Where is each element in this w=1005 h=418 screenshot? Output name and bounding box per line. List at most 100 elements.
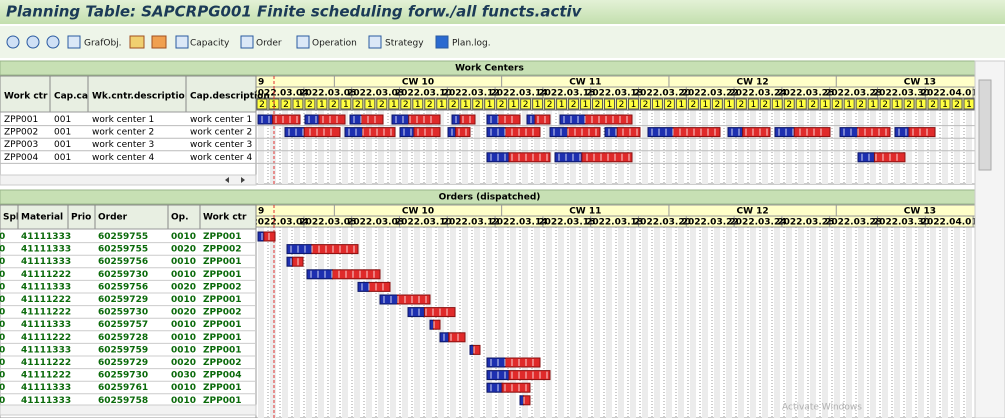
cell[interactable]: 0020 — [171, 358, 196, 368]
cell[interactable]: 60259729 — [98, 358, 148, 368]
cell[interactable]: work center 2 — [190, 128, 252, 138]
tool-icon[interactable] — [296, 35, 310, 49]
cell[interactable]: 0 — [0, 282, 5, 292]
toolbar-button[interactable]: Capacity — [190, 39, 230, 49]
tool-icon[interactable] — [175, 35, 189, 49]
cell[interactable]: ZPP002 — [203, 358, 242, 368]
cell[interactable]: 60259757 — [98, 320, 148, 330]
cell[interactable]: 0 — [0, 270, 5, 280]
tool-icon[interactable] — [67, 35, 81, 49]
toolbar-button[interactable]: Plan.log. — [452, 39, 491, 49]
tool-icon[interactable] — [368, 35, 382, 49]
cell[interactable]: 0 — [0, 396, 5, 406]
cell[interactable]: ZPP001 — [203, 295, 242, 305]
cell[interactable]: 0 — [0, 232, 5, 242]
cell[interactable]: 41111222 — [21, 358, 71, 368]
cell[interactable]: 60259761 — [98, 383, 148, 393]
zoom-icon[interactable] — [46, 35, 60, 49]
cell[interactable]: 0010 — [171, 345, 196, 355]
cell[interactable]: 41111222 — [21, 270, 71, 280]
cell[interactable]: 41111333 — [21, 345, 71, 355]
column-header-label[interactable]: Cap.ca — [54, 92, 88, 102]
cell[interactable]: 001 — [54, 153, 71, 163]
cell[interactable]: 0 — [0, 308, 5, 318]
column-header[interactable] — [185, 75, 257, 113]
cell[interactable]: 41111333 — [21, 383, 71, 393]
cell[interactable]: 41111333 — [21, 257, 71, 267]
tool-icon[interactable] — [151, 35, 167, 49]
column-header-label[interactable]: Prio — [71, 213, 91, 223]
cell[interactable]: 41111222 — [21, 295, 71, 305]
cell[interactable]: ZPP001 — [203, 232, 242, 242]
cell[interactable]: ZPP002 — [203, 282, 242, 292]
column-header[interactable] — [17, 204, 69, 230]
cell[interactable]: 001 — [54, 128, 71, 138]
column-header[interactable] — [49, 75, 89, 113]
cell[interactable]: 0010 — [171, 320, 196, 330]
scroll-arrow[interactable] — [225, 177, 245, 183]
cell[interactable]: 0 — [0, 320, 5, 330]
cell[interactable]: ZPP003 — [4, 140, 38, 150]
tool-icon[interactable] — [129, 35, 145, 49]
cell[interactable]: 0 — [0, 383, 5, 393]
tool-icon[interactable] — [240, 35, 254, 49]
cell[interactable]: 0010 — [171, 383, 196, 393]
cell[interactable]: 41111333 — [21, 320, 71, 330]
cell[interactable]: 60259730 — [98, 270, 148, 280]
toolbar-button[interactable]: Order — [256, 39, 282, 49]
cell[interactable]: ZPP002 — [203, 245, 242, 255]
cell[interactable]: 60259755 — [98, 245, 148, 255]
column-header-label[interactable]: Cap.description — [190, 92, 270, 102]
cell[interactable]: 0010 — [171, 333, 196, 343]
cell[interactable]: 60259730 — [98, 371, 148, 381]
cell[interactable]: 0010 — [171, 270, 196, 280]
cell[interactable]: 41111333 — [21, 232, 71, 242]
cell[interactable]: 0010 — [171, 232, 196, 242]
cell[interactable]: work center 4 — [190, 153, 252, 163]
cell[interactable]: 60259759 — [98, 345, 148, 355]
cell[interactable]: work center 3 — [92, 140, 154, 150]
cell[interactable]: 60259728 — [98, 333, 148, 343]
cell[interactable]: 001 — [54, 115, 71, 125]
zoom-icon[interactable] — [6, 35, 20, 49]
cell[interactable]: 0 — [0, 358, 5, 368]
cell[interactable]: 0 — [0, 245, 5, 255]
toolbar-button[interactable]: Strategy — [385, 39, 424, 49]
cell[interactable]: work center 4 — [92, 153, 154, 163]
cell[interactable]: 0020 — [171, 308, 196, 318]
cell[interactable]: ZPP002 — [4, 128, 38, 138]
column-header-label[interactable]: Material — [21, 213, 63, 223]
zoom-icon[interactable] — [26, 35, 40, 49]
column-header-label[interactable]: Wk.cntr.description — [92, 92, 191, 102]
cell[interactable]: ZPP001 — [4, 115, 38, 125]
toolbar-button[interactable]: GrafObj. — [84, 39, 122, 49]
cell[interactable]: 0010 — [171, 396, 196, 406]
cell[interactable]: 0020 — [171, 245, 196, 255]
tool-icon[interactable] — [435, 35, 449, 49]
column-header-label[interactable]: Work ctr — [4, 92, 48, 102]
cell[interactable]: 0 — [0, 371, 5, 381]
cell[interactable]: 60259730 — [98, 308, 148, 318]
cell[interactable]: ZPP002 — [203, 308, 242, 318]
cell[interactable]: 0010 — [171, 257, 196, 267]
column-header-label[interactable]: Order — [98, 213, 128, 223]
cell[interactable]: 41111333 — [21, 396, 71, 406]
cell[interactable]: 41111222 — [21, 308, 71, 318]
cell[interactable]: 001 — [54, 140, 71, 150]
cell[interactable]: 0 — [0, 333, 5, 343]
toolbar-button[interactable]: Operation — [312, 39, 357, 49]
cell[interactable]: ZPP001 — [203, 257, 242, 267]
cell[interactable]: ZPP001 — [203, 270, 242, 280]
v-scroll-thumb[interactable] — [978, 79, 992, 171]
cell[interactable]: 60259755 — [98, 232, 148, 242]
cell[interactable]: 41111222 — [21, 333, 71, 343]
cell[interactable]: 0 — [0, 257, 5, 267]
cell[interactable]: 41111333 — [21, 245, 71, 255]
column-header-label[interactable]: Spl — [3, 213, 19, 223]
cell[interactable]: work center 3 — [190, 140, 252, 150]
cell[interactable]: 0020 — [171, 282, 196, 292]
cell[interactable]: ZPP001 — [203, 396, 242, 406]
cell[interactable]: 0 — [0, 295, 5, 305]
cell[interactable]: 0 — [0, 345, 5, 355]
cell[interactable]: 41111333 — [21, 282, 71, 292]
